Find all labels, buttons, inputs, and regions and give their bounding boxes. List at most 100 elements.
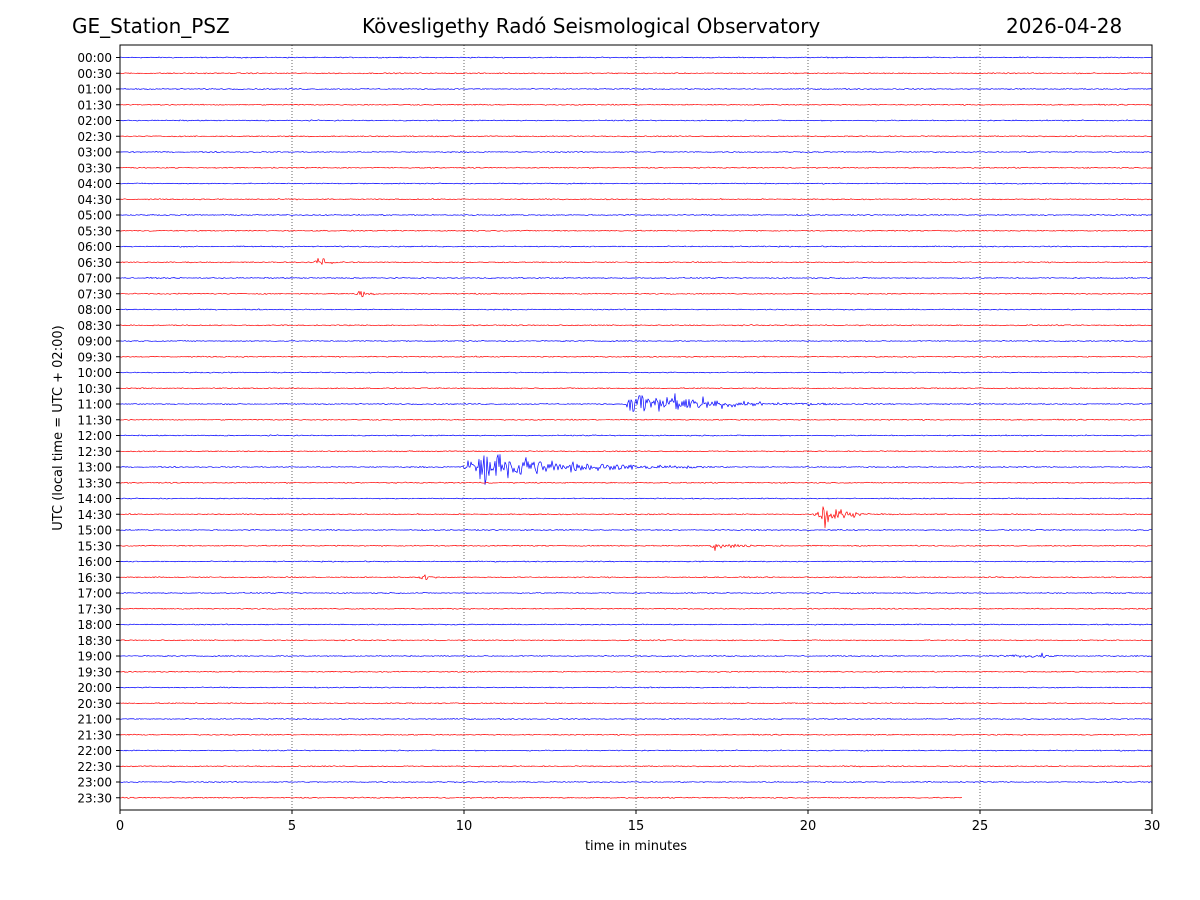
- y-axis-label: UTC (local time = UTC + 02:00): [51, 325, 66, 530]
- y-tick-label: 08:00: [77, 303, 112, 317]
- plot-frame: [119, 44, 1153, 811]
- y-tick-label: 21:00: [77, 713, 112, 727]
- trace-row-0700: [119, 276, 1152, 280]
- trace-row-2230: [119, 765, 1153, 768]
- y-tick-label: 00:00: [77, 51, 112, 65]
- date-title: 2026-04-28: [1006, 14, 1123, 38]
- trace-row-0330: [119, 166, 1153, 169]
- y-tick-label: 13:00: [77, 461, 112, 475]
- trace-row-2200: [119, 749, 1153, 752]
- y-tick-label: 19:30: [77, 665, 112, 679]
- y-tick-label: 04:00: [77, 177, 112, 191]
- trace-row-0500: [119, 213, 1153, 217]
- trace-row-0000: [119, 56, 1153, 59]
- x-tick-label: 20: [800, 819, 817, 834]
- x-tick-label: 15: [628, 819, 645, 834]
- y-tick-label: 11:30: [77, 413, 112, 427]
- trace-row-1030: [119, 387, 1152, 390]
- trace-row-1700: [119, 591, 1153, 595]
- trace-row-1330: [119, 481, 1153, 484]
- y-tick-label: 19:00: [77, 650, 112, 664]
- trace-row-1300: [119, 454, 1153, 485]
- trace-row-0600: [119, 245, 1153, 248]
- trace-row-1130: [119, 418, 1153, 421]
- y-tick-label: 05:30: [77, 224, 112, 238]
- y-tick-label: 07:30: [77, 287, 112, 301]
- y-tick-label: 13:30: [77, 476, 112, 490]
- trace-row-0930: [119, 355, 1153, 358]
- y-tick-label: 16:00: [77, 555, 112, 569]
- station-title: GE_Station_PSZ: [72, 14, 230, 38]
- trace-row-1930: [119, 670, 1153, 673]
- trace-row-1500: [120, 528, 1153, 531]
- y-tick-label: 14:30: [77, 508, 112, 522]
- trace-row-2330: [119, 796, 963, 799]
- y-tick-label: 02:30: [77, 130, 112, 144]
- y-tick-label: 21:30: [77, 728, 112, 742]
- trace-row-0830: [120, 324, 1153, 327]
- trace-row-0800: [119, 308, 1153, 311]
- y-tick-label: 23:00: [77, 776, 112, 790]
- y-tick-label: 17:00: [77, 587, 112, 601]
- trace-row-2130: [119, 733, 1153, 736]
- trace-row-0430: [119, 198, 1152, 201]
- trace-row-0530: [119, 229, 1153, 232]
- y-tick-label: 01:30: [77, 98, 112, 112]
- y-tick-label: 23:30: [77, 791, 112, 805]
- y-tick-label: 09:30: [77, 350, 112, 364]
- trace-row-1600: [120, 560, 1152, 563]
- y-tick-label: 03:00: [77, 146, 112, 160]
- y-tick-label: 06:30: [77, 256, 112, 270]
- trace-row-2300: [119, 780, 1153, 784]
- trace-row-0730: [119, 290, 1152, 298]
- y-tick-label: 14:00: [77, 492, 112, 506]
- trace-row-2100: [119, 717, 1153, 720]
- y-tick-label: 22:00: [77, 744, 112, 758]
- y-tick-label: 20:30: [77, 697, 112, 711]
- trace-row-1200: [119, 434, 1152, 437]
- trace-row-0230: [119, 135, 1153, 138]
- y-tick-label: 00:30: [77, 67, 112, 81]
- y-tick-label: 12:00: [77, 429, 112, 443]
- y-tick-label: 01:00: [77, 83, 112, 97]
- trace-row-0030: [119, 72, 1153, 75]
- trace-row-2030: [119, 702, 1153, 705]
- trace-row-0200: [119, 119, 1153, 122]
- trace-row-1630: [119, 574, 1153, 581]
- trace-row-2000: [119, 686, 1153, 689]
- y-tick-label: 08:30: [77, 319, 112, 333]
- trace-row-1000: [120, 371, 1153, 374]
- y-tick-label: 18:30: [77, 634, 112, 648]
- trace-row-1230: [119, 450, 1153, 453]
- trace-row-1400: [119, 497, 1153, 500]
- trace-row-1830: [119, 639, 1153, 642]
- trace-row-1100: [119, 393, 1153, 412]
- y-tick-label: 03:30: [77, 161, 112, 175]
- y-tick-label: 12:30: [77, 445, 112, 459]
- trace-row-0400: [119, 182, 1153, 185]
- x-axis-label: time in minutes: [585, 839, 687, 854]
- x-tick-label: 30: [1144, 819, 1161, 834]
- y-tick-label: 15:00: [77, 524, 112, 538]
- x-tick-label: 25: [972, 819, 989, 834]
- y-tick-label: 18:00: [77, 618, 112, 632]
- y-tick-label: 16:30: [77, 571, 112, 585]
- y-tick-label: 02:00: [77, 114, 112, 128]
- trace-row-0630: [119, 257, 1153, 265]
- y-tick-label: 20:00: [77, 681, 112, 695]
- y-tick-label: 09:00: [77, 335, 112, 349]
- grid-layer: [291, 45, 981, 810]
- y-tick-label: 04:30: [77, 193, 112, 207]
- trace-row-0900: [119, 339, 1153, 343]
- x-tick-label: 5: [288, 819, 296, 834]
- observatory-title: Kövesligethy Radó Seismological Observat…: [362, 14, 821, 38]
- y-tick-label: 06:00: [77, 240, 112, 254]
- trace-row-1730: [119, 607, 1153, 610]
- y-tick-label: 05:00: [77, 209, 112, 223]
- x-tick-label: 10: [456, 819, 473, 834]
- trace-row-1900: [119, 652, 1153, 659]
- y-tick-label: 07:00: [77, 272, 112, 286]
- y-tick-label: 15:30: [77, 539, 112, 553]
